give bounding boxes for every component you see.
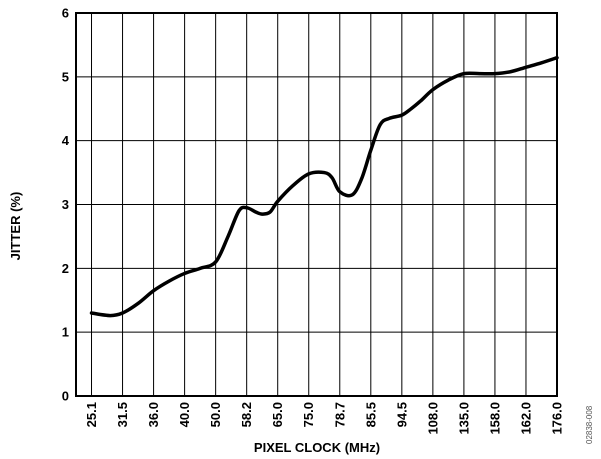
x-tick-label: 65.0: [270, 402, 285, 427]
x-tick-label: 158.0: [487, 402, 502, 435]
y-tick-label: 6: [62, 6, 69, 21]
x-tick-label: 58.2: [239, 402, 254, 427]
y-tick-label: 5: [62, 69, 69, 84]
x-tick-label: 108.0: [425, 402, 440, 435]
x-tick-label: 85.5: [363, 402, 378, 427]
grid-lines: [76, 12, 558, 397]
x-tick-label: 31.5: [115, 402, 130, 427]
x-tick-labels: 25.1 31.5 36.0 40.0 50.0 58.2 65.0 75.0 78.7 85.5…: [84, 402, 564, 435]
x-tick-label: 176.0: [550, 402, 565, 435]
plot-frame: [75, 12, 558, 397]
y-tick-label: 2: [62, 261, 69, 276]
y-tick-labels: 0 1 2 3 4 5 6: [62, 6, 70, 404]
x-tick-label: 162.0: [518, 402, 533, 435]
y-tick-label: 0: [62, 389, 69, 404]
x-tick-label: 40.0: [177, 402, 192, 427]
x-tick-label: 75.0: [301, 402, 316, 427]
jitter-series-line: [89, 55, 559, 318]
y-axis-label: JITTER (%): [8, 192, 23, 261]
x-tick-label: 135.0: [456, 402, 471, 435]
x-axis-label: PIXEL CLOCK (MHz): [254, 440, 380, 455]
y-tick-label: 4: [62, 133, 70, 148]
x-tick-label: 36.0: [146, 402, 161, 427]
x-tick-label: 25.1: [84, 402, 99, 427]
x-tick-label: 50.0: [208, 402, 223, 427]
x-tick-label: 94.5: [394, 402, 409, 427]
x-tick-label: 78.7: [332, 402, 347, 427]
y-tick-label: 3: [62, 197, 69, 212]
y-tick-label: 1: [62, 325, 69, 340]
figure-id: 02838-008: [585, 405, 594, 444]
